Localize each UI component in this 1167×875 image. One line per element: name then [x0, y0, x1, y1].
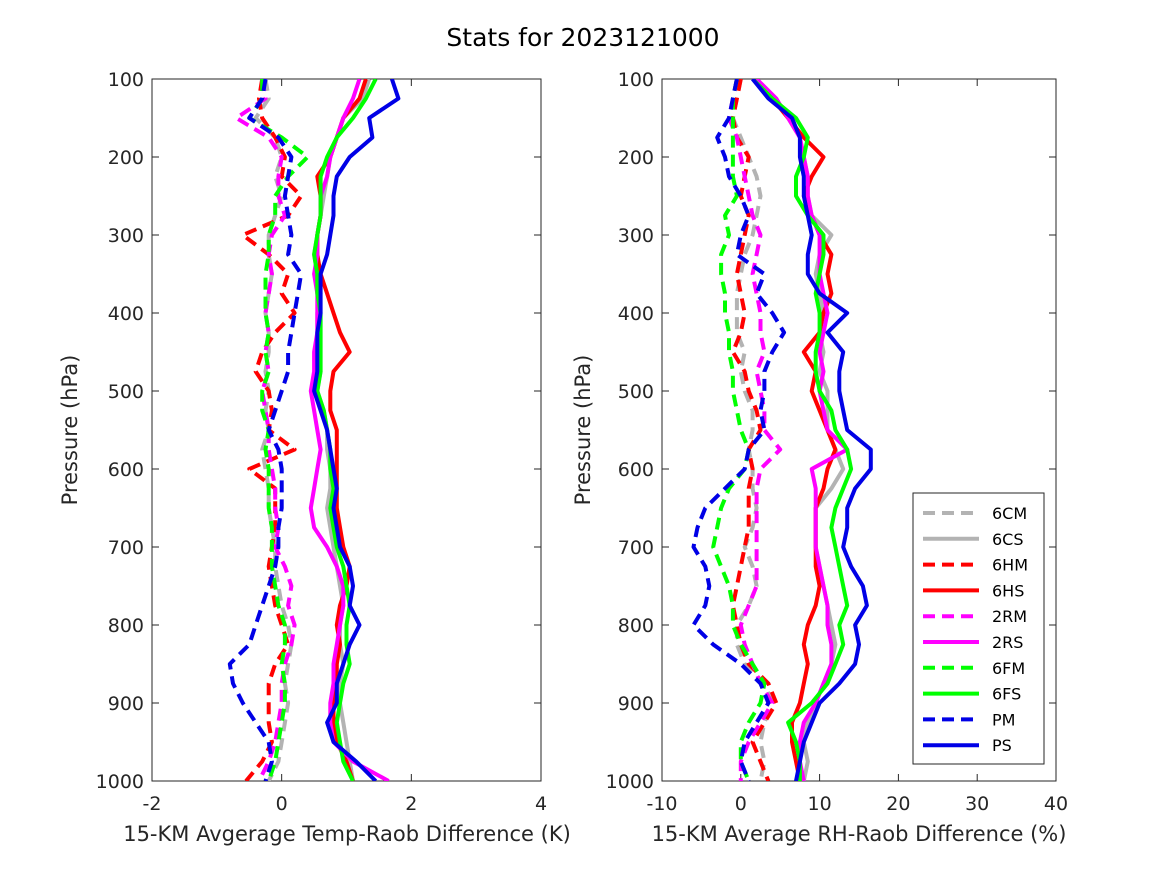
- legend-label: 6HM: [992, 556, 1028, 575]
- legend-label: 2RS: [992, 633, 1023, 652]
- series-line-2rs: [755, 79, 850, 781]
- series-line-6fs: [751, 79, 854, 781]
- rh-panel: 100 200 300 400 500 600 700 800 900 1000-10 0 10 20 3…: [571, 69, 1068, 846]
- y-tick-label: 100: [618, 69, 654, 91]
- series-line-6cm: [253, 79, 294, 781]
- x-axis-label: 15-KM Average RH-Raob Difference (%): [652, 822, 1067, 846]
- y-tick-label: 800: [108, 615, 144, 637]
- series-line-6hm: [240, 79, 304, 781]
- x-tick-label: -10: [646, 793, 677, 815]
- plot-area: [661, 78, 1057, 782]
- series-line-pm: [227, 79, 304, 781]
- x-tick-label: 20: [886, 793, 910, 815]
- y-tick-label: 200: [108, 147, 144, 169]
- legend-label: PS: [992, 736, 1012, 755]
- y-tick-label: 900: [108, 693, 144, 715]
- y-tick-label: 700: [618, 537, 654, 559]
- x-axis-label: 15-KM Avgerage Temp-Raob Difference (K): [123, 822, 571, 846]
- x-tick-label: 0: [276, 793, 288, 815]
- x-tick-label: 10: [808, 793, 832, 815]
- legend-label: 6FM: [992, 659, 1025, 678]
- y-tick-label: 300: [618, 225, 654, 247]
- y-tick-label: 300: [108, 225, 144, 247]
- series-line-ps: [312, 79, 401, 781]
- x-tick-label: 30: [965, 793, 989, 815]
- series-line-6fm: [711, 79, 767, 781]
- x-tick-label: 40: [1044, 793, 1068, 815]
- x-tick-label: 4: [535, 793, 547, 815]
- y-tick-label: 600: [108, 459, 144, 481]
- y-tick-label: 800: [618, 615, 654, 637]
- series-line-6cm: [730, 79, 775, 781]
- legend-label: 6HS: [992, 581, 1024, 600]
- legend-label: 2RM: [992, 607, 1027, 626]
- x-tick-label: 0: [735, 793, 747, 815]
- figure-title: Stats for 2023121000: [446, 23, 719, 52]
- y-tick-label: 400: [108, 303, 144, 325]
- y-tick-label: 900: [618, 693, 654, 715]
- temp-panel: 100 200 300 400 500 600 700 800 900 1000-2 0 2 4 15-K…: [58, 69, 571, 846]
- plot-area: [151, 78, 542, 782]
- y-tick-label: 200: [618, 147, 654, 169]
- legend-label: PM: [992, 710, 1015, 729]
- y-tick-label: 500: [108, 381, 144, 403]
- series-line-2rm: [234, 79, 297, 781]
- y-tick-label: 400: [618, 303, 654, 325]
- series-line-pm: [691, 79, 787, 781]
- legend: 6CM 6CS 6HM 6HS 2RM 2RS 6FM 6FS PM PS: [912, 492, 1045, 765]
- legend-label: 6FS: [992, 685, 1021, 704]
- y-tick-label: 100: [108, 69, 144, 91]
- legend-label: 6CS: [992, 530, 1024, 549]
- y-axis-label: Pressure (hPa): [58, 355, 82, 506]
- series-group: [227, 79, 401, 781]
- series-line-ps: [751, 79, 873, 781]
- y-tick-label: 700: [108, 537, 144, 559]
- series-line-6hm: [730, 79, 779, 781]
- series-group: [691, 79, 873, 781]
- legend-label: 6CM: [992, 504, 1027, 523]
- y-tick-label: 600: [618, 459, 654, 481]
- x-tick-label: 2: [405, 793, 417, 815]
- y-axis-label: Pressure (hPa): [571, 355, 595, 506]
- y-tick-label: 1000: [96, 771, 144, 793]
- y-tick-label: 1000: [606, 771, 654, 793]
- x-tick-label: -2: [143, 793, 162, 815]
- legend-box: [912, 492, 1045, 765]
- y-tick-label: 500: [618, 381, 654, 403]
